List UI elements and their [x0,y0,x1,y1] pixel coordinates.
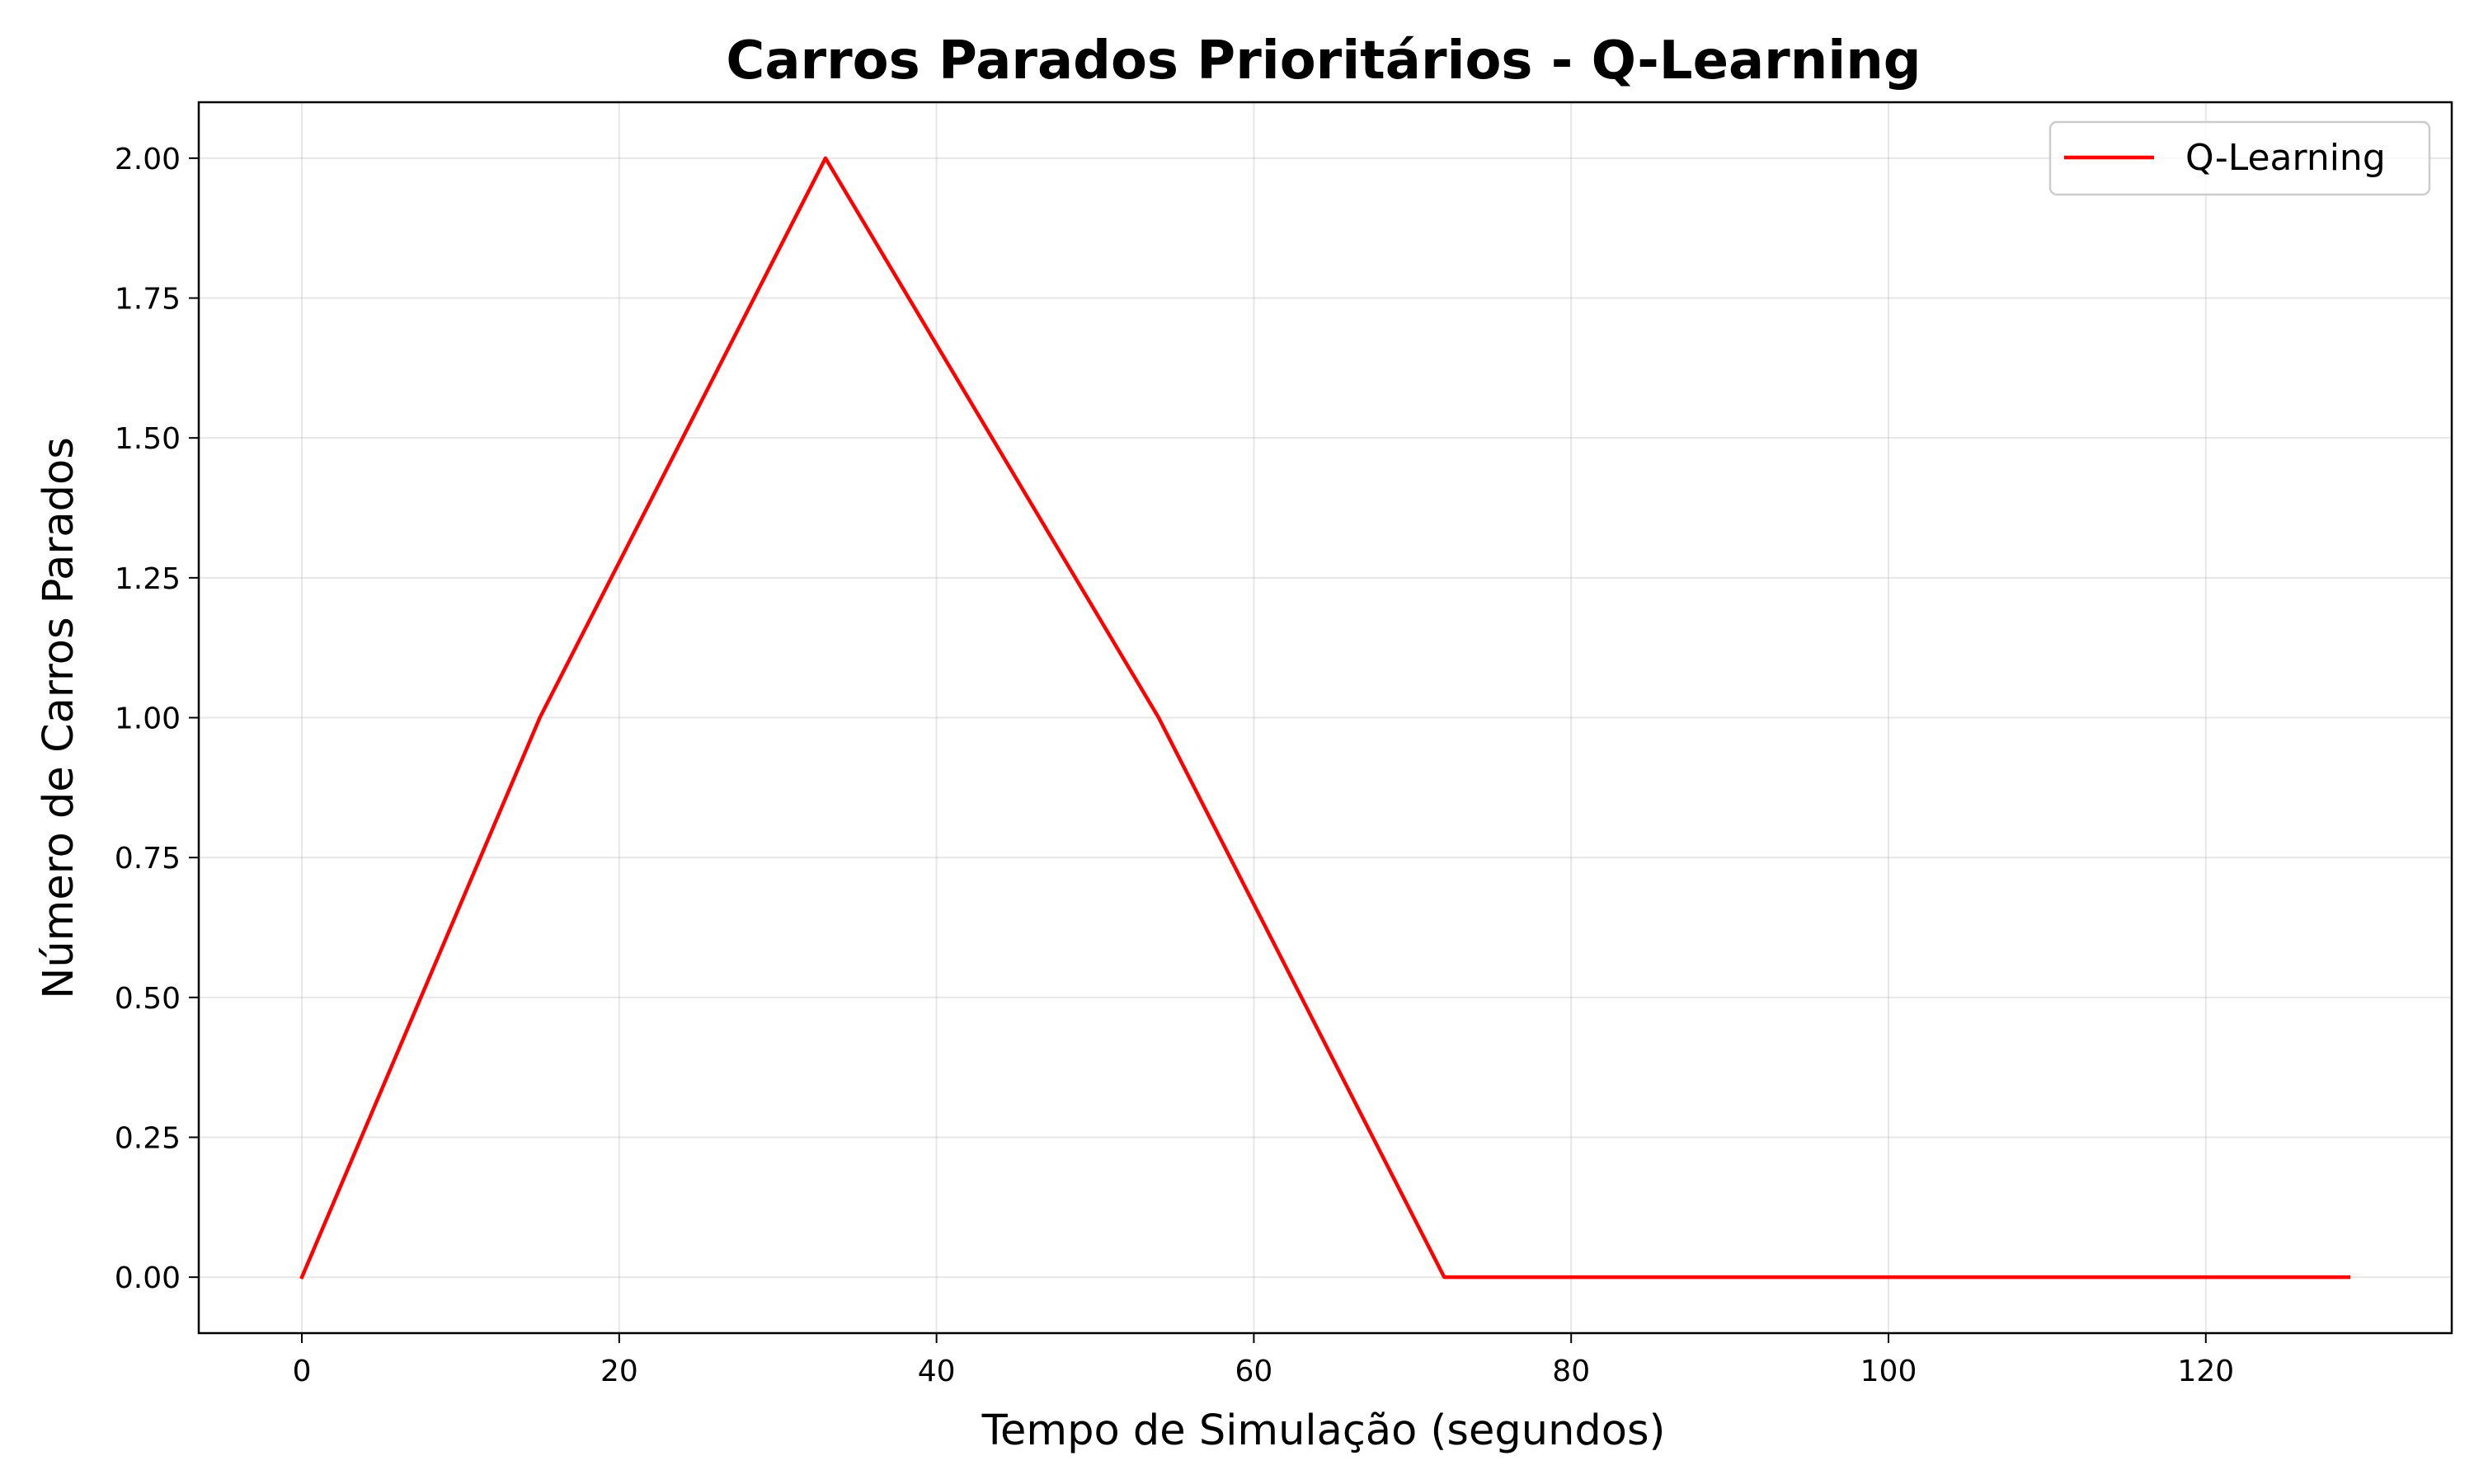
grid-lines [199,102,2452,1333]
legend-box [2048,120,2431,196]
x-tick-label: 80 [1552,1355,1590,1388]
x-axis-label: Tempo de Simulação (segundos) [981,1407,1666,1455]
series-line-q-learning [299,156,2351,1280]
y-axis-label: Número de Carros Parados [35,437,83,999]
y-tick-label: 1.00 [115,702,181,736]
y-tick-label: 1.75 [115,283,181,317]
x-tick-label: 0 [293,1355,312,1388]
chart-title: Carros Parados Prioritários - Q-Learning [726,31,1921,92]
x-tick-label: 100 [1860,1355,1917,1388]
x-tick-label: 40 [918,1355,956,1388]
y-tick-label: 0.75 [115,842,181,876]
legend-label: Q-Learning [2185,137,2386,179]
y-tick-label: 0.50 [115,982,181,1016]
y-tick-label: 0.00 [115,1261,181,1295]
y-tick-label: 2.00 [115,143,181,176]
series-layer [299,156,2351,1280]
y-tick-label: 1.50 [115,422,181,456]
legend: Q-Learning [2048,120,2431,196]
y-tick-label: 0.25 [115,1121,181,1155]
x-tick-label: 60 [1235,1355,1273,1388]
axis-ticks: 0 20 40 60 80 100 120 0.00 0.25 0.50 0.75 1.00 1.25 1… [115,143,2234,1388]
x-tick-label: 120 [2177,1355,2234,1388]
x-tick-label: 20 [600,1355,638,1388]
y-tick-label: 1.25 [115,562,181,596]
